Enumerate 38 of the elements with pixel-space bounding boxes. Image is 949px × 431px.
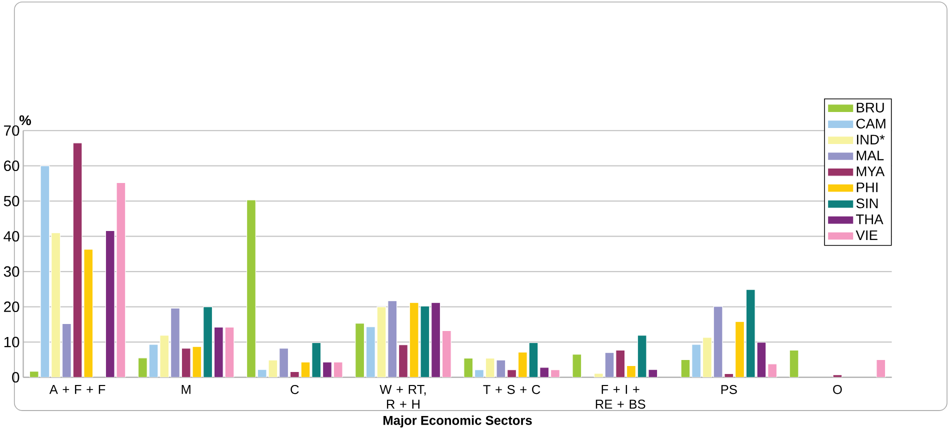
legend-label: MYA [856,166,885,176]
x-tick-label: W + RT, R + H [380,385,426,409]
x-tick-label: O [833,385,842,394]
x-tick-label: F + I + RE + BS [596,385,646,409]
bar [203,306,213,378]
y-tick-label: 10 [4,336,20,348]
bar [550,370,560,378]
bar [398,344,408,378]
legend-label: MAL [856,150,884,160]
y-tick-label: 0 [12,372,20,383]
x-tick-label: M [182,385,190,394]
x-tick-label: A + F + F [49,385,106,394]
y-tick-label: 70 [4,125,20,136]
bar [442,330,452,378]
x-tick-label: C [290,385,299,394]
legend-label: IND* [856,134,885,144]
y-axis-title: % [19,115,31,126]
y-tick-label: 60 [4,160,20,172]
y-tick-label: 50 [4,196,20,206]
bar [72,142,82,378]
y-tick-label: 40 [4,231,20,242]
legend-label: BRU [856,102,884,113]
legend-label: PHI [856,182,878,192]
y-tick-label: 30 [4,266,20,277]
legend-label: THA [856,214,884,224]
bar [507,370,516,378]
bar [789,350,799,378]
legend-label: VIE [856,230,878,240]
y-tick-label: 20 [4,302,20,312]
legend-label: CAM [856,118,886,129]
legend-label: SIN [856,198,878,208]
bar [768,364,777,378]
x-axis-title: Major Economic Sectors [383,416,532,428]
bar [616,350,626,378]
bar [116,182,126,378]
x-tick-label: T + S + C [483,385,540,394]
x-tick-label: PS [721,385,737,394]
bar [572,354,582,378]
